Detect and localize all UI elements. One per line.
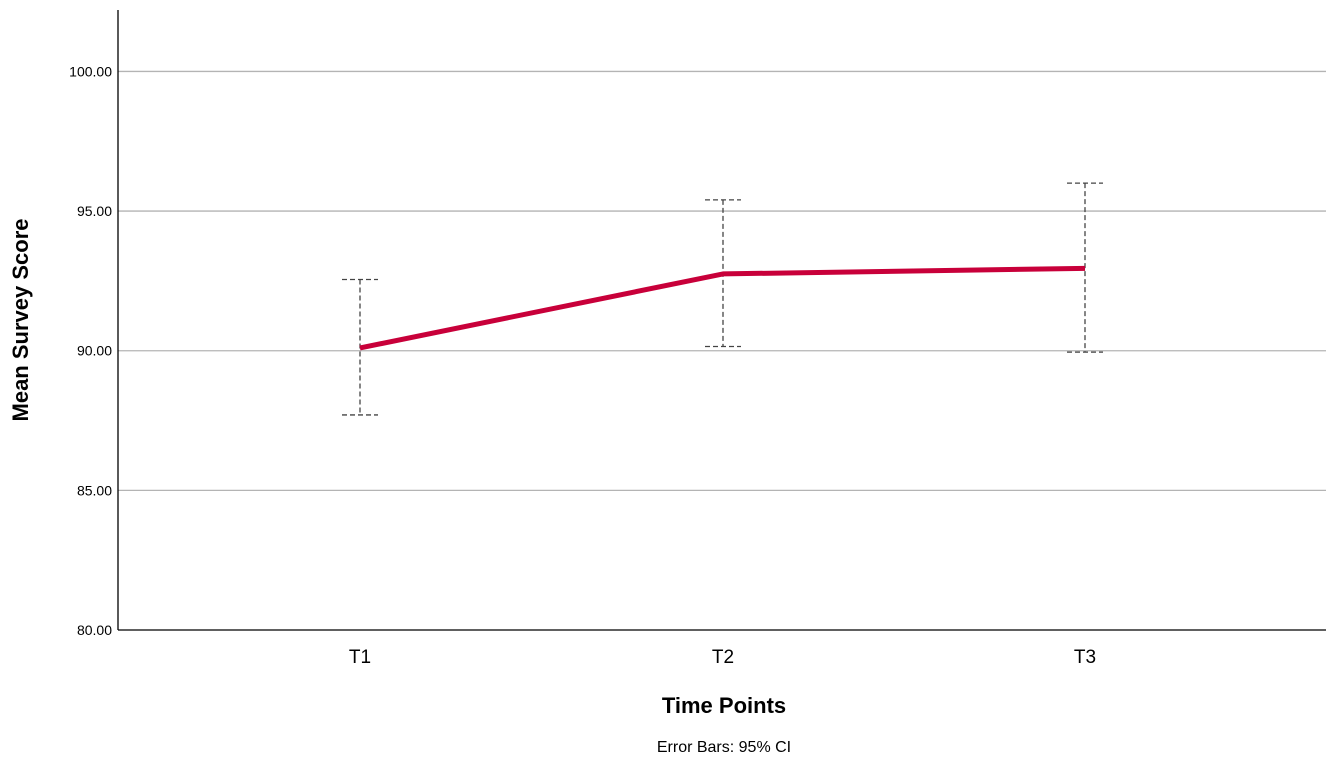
y-tick-label: 100.00 [69, 63, 112, 79]
gridlines [118, 70, 1326, 492]
x-tick-label: T3 [1074, 647, 1096, 668]
y-tick-label: 95.00 [77, 203, 112, 219]
x-tick-label: T2 [712, 647, 734, 668]
y-tick-label: 80.00 [77, 622, 112, 638]
y-tick-label: 85.00 [77, 482, 112, 498]
series [359, 265, 1086, 351]
x-tick-labels: T1 T2 T3 [349, 647, 1096, 668]
y-tick-label: 90.00 [77, 343, 112, 359]
error-bar-footnote: Error Bars: 95% CI [657, 739, 791, 756]
error-bars [342, 182, 1103, 416]
y-tick-labels: 80.00 85.00 90.00 95.00 100.00 [69, 63, 112, 638]
axes [117, 10, 1326, 631]
x-tick-label: T1 [349, 647, 371, 668]
x-axis-title: Time Points [662, 693, 786, 718]
y-axis-title: Mean Survey Score [8, 219, 33, 422]
